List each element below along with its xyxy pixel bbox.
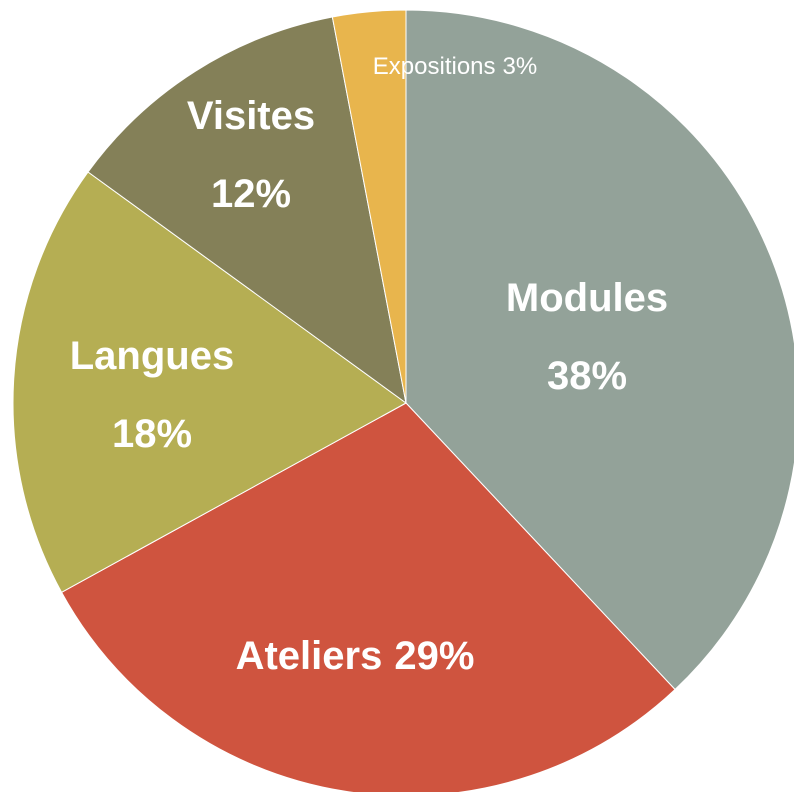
category-name: Ateliers xyxy=(236,634,383,678)
category-name: Expositions xyxy=(373,53,496,80)
value-label: 29% xyxy=(394,634,474,678)
category-name: Visites xyxy=(187,94,315,138)
pie-slice xyxy=(331,9,407,404)
value-label: 38% xyxy=(547,354,627,398)
value-label: 18% xyxy=(112,412,192,456)
pie-slice xyxy=(60,402,676,792)
category-name: Modules xyxy=(506,276,668,320)
slice-label: Langues 18% xyxy=(70,334,234,456)
slice-label: Ateliers 29% xyxy=(236,634,475,678)
value-label: 12% xyxy=(211,172,291,216)
pie-slice xyxy=(87,16,407,405)
slice-label: Modules 38% xyxy=(506,276,668,398)
pie-slice xyxy=(405,9,794,691)
pie-slice xyxy=(12,171,407,594)
slice-label: Visites 12% xyxy=(187,94,315,216)
slice-label: Expositions 3% xyxy=(373,53,537,80)
value-label: 3% xyxy=(503,53,538,80)
category-name: Langues xyxy=(70,334,234,378)
